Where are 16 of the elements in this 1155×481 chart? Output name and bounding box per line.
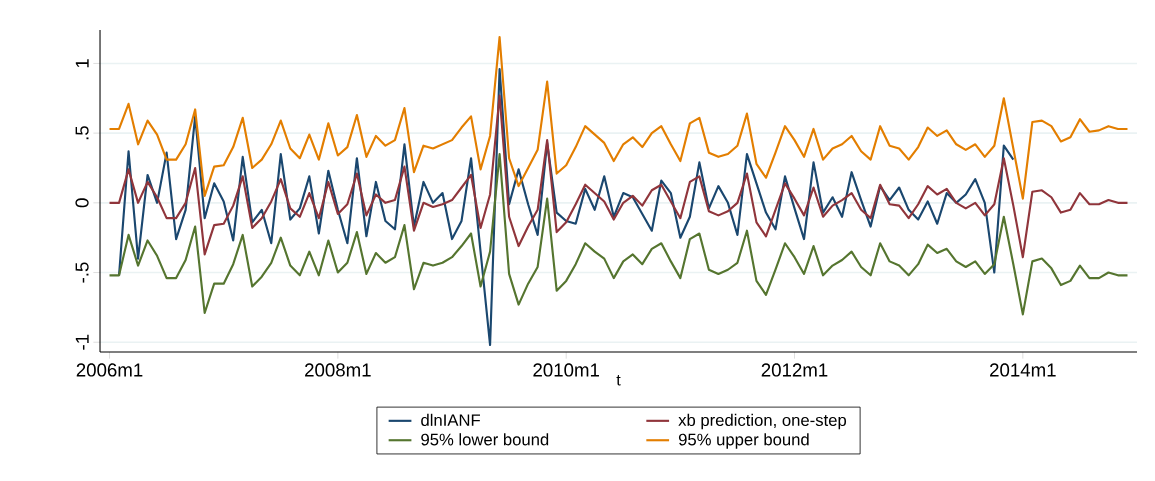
legend-label: dlnIANF — [421, 413, 480, 427]
line-series — [108, 152, 1129, 316]
x-axis-title: t — [616, 375, 621, 386]
legend-label: 95% lower bound — [421, 433, 549, 446]
x-tick-label: 2012m1 — [761, 363, 828, 377]
y-tick-label: .5 — [75, 126, 89, 140]
y-tick-label: 1 — [75, 59, 89, 68]
y-tick-label: -.5 — [75, 262, 89, 283]
legend-label: xb prediction, one-step — [678, 413, 847, 430]
y-tick-label: -1 — [75, 334, 89, 350]
x-tick-label: 2008m1 — [305, 363, 371, 377]
x-tick-label: 2006m1 — [76, 363, 143, 377]
x-tick-label: 2010m1 — [533, 363, 599, 377]
y-tick-label: 0 — [75, 198, 89, 208]
legend-label: 95% upper bound — [678, 433, 809, 449]
x-tick-label: 2014m1 — [990, 363, 1056, 377]
